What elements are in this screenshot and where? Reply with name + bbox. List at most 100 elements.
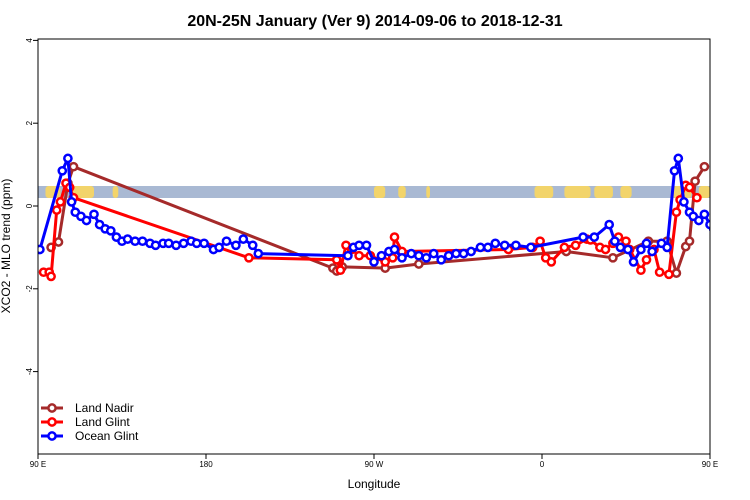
data-point bbox=[66, 197, 77, 207]
data-point bbox=[68, 161, 79, 172]
data-point bbox=[451, 248, 461, 259]
chart-title: 20N-25N January (Ver 9) 2014-09-06 to 20… bbox=[187, 13, 562, 30]
data-point bbox=[421, 252, 432, 263]
legend-marker bbox=[47, 403, 57, 413]
data-point bbox=[253, 248, 264, 259]
data-point bbox=[615, 242, 626, 253]
x-tick-label: 90 E bbox=[30, 460, 46, 469]
data-point bbox=[641, 254, 652, 265]
data-point bbox=[589, 232, 600, 242]
data-point bbox=[458, 248, 469, 259]
data-point bbox=[636, 265, 646, 276]
data-point bbox=[369, 257, 379, 267]
x-tick-label: 90 E bbox=[702, 460, 718, 469]
data-point bbox=[647, 246, 657, 257]
legend-item-ocean-glint: Ocean Glint bbox=[41, 429, 139, 443]
data-point bbox=[475, 242, 486, 253]
legend-item-land-glint: Land Glint bbox=[41, 415, 130, 429]
data-point bbox=[130, 236, 140, 247]
y-tick-label: 4 bbox=[25, 38, 34, 43]
data-point bbox=[559, 242, 570, 253]
y-tick-label: 2 bbox=[25, 120, 34, 125]
data-point bbox=[57, 165, 68, 176]
data-point bbox=[81, 215, 92, 226]
data-point bbox=[684, 182, 695, 193]
series-layer bbox=[38, 153, 710, 282]
data-point bbox=[171, 240, 181, 251]
data-point bbox=[600, 244, 611, 255]
map-strip bbox=[38, 186, 710, 198]
data-point bbox=[443, 250, 454, 261]
data-point bbox=[428, 248, 439, 259]
data-point bbox=[671, 207, 682, 218]
data-point bbox=[699, 161, 710, 172]
y-tick-label: -4 bbox=[25, 367, 34, 375]
data-point bbox=[214, 242, 224, 253]
y-tick-label: -2 bbox=[25, 285, 34, 293]
data-point bbox=[684, 236, 695, 247]
data-point bbox=[361, 240, 372, 251]
data-point bbox=[335, 265, 346, 276]
data-point bbox=[525, 242, 536, 253]
map-land-patch bbox=[564, 186, 591, 198]
data-point bbox=[436, 254, 447, 265]
data-point bbox=[511, 240, 521, 251]
data-point bbox=[221, 236, 232, 247]
data-point bbox=[628, 257, 639, 267]
legend-label: Land Nadir bbox=[75, 401, 134, 415]
data-point bbox=[199, 238, 209, 249]
map-land-patch bbox=[594, 186, 613, 198]
data-point bbox=[654, 267, 665, 278]
data-point bbox=[621, 236, 631, 247]
map-land-patch bbox=[374, 186, 386, 198]
data-point bbox=[604, 219, 615, 230]
data-point bbox=[244, 252, 254, 263]
data-point bbox=[413, 250, 424, 261]
x-tick-label: 0 bbox=[540, 460, 545, 469]
data-point bbox=[331, 254, 342, 265]
data-point bbox=[673, 153, 684, 164]
data-point bbox=[693, 215, 704, 226]
data-point bbox=[609, 236, 620, 247]
data-point bbox=[247, 240, 258, 251]
data-point bbox=[55, 197, 66, 207]
data-point bbox=[641, 238, 652, 249]
data-point bbox=[231, 240, 241, 251]
data-point bbox=[150, 240, 161, 251]
data-point bbox=[546, 257, 557, 267]
data-point bbox=[38, 244, 45, 255]
data-point bbox=[664, 269, 674, 280]
data-point bbox=[608, 252, 618, 263]
data-point bbox=[122, 234, 133, 244]
legend-marker bbox=[47, 417, 57, 427]
x-tick-label: 90 W bbox=[365, 460, 384, 469]
data-point bbox=[376, 250, 387, 261]
map-land-patch bbox=[112, 186, 119, 198]
data-point bbox=[705, 219, 710, 230]
data-point bbox=[89, 209, 99, 220]
data-point bbox=[699, 209, 710, 220]
data-point bbox=[191, 238, 202, 249]
data-point bbox=[679, 197, 689, 207]
data-point bbox=[466, 246, 476, 257]
data-point bbox=[406, 248, 417, 259]
y-axis-label: XCO2 - MLO trend (ppm) bbox=[0, 179, 13, 314]
legend-item-land-nadir: Land Nadir bbox=[41, 401, 134, 415]
series-ocean-glint bbox=[38, 153, 710, 267]
data-point bbox=[570, 240, 581, 251]
x-axis: 90 E 180 90 W 0 90 E bbox=[30, 454, 718, 469]
data-point bbox=[692, 192, 702, 203]
data-point bbox=[178, 238, 189, 249]
legend-label: Ocean Glint bbox=[75, 429, 139, 443]
data-point bbox=[389, 244, 400, 255]
y-axis: 4 2 0 -2 -4 bbox=[25, 38, 38, 375]
data-point bbox=[354, 250, 364, 261]
data-point bbox=[343, 250, 353, 261]
data-point bbox=[63, 153, 73, 164]
legend-label: Land Glint bbox=[75, 415, 130, 429]
legend-marker bbox=[47, 431, 57, 441]
data-point bbox=[690, 176, 700, 187]
data-point bbox=[51, 205, 62, 215]
data-point bbox=[636, 244, 646, 255]
